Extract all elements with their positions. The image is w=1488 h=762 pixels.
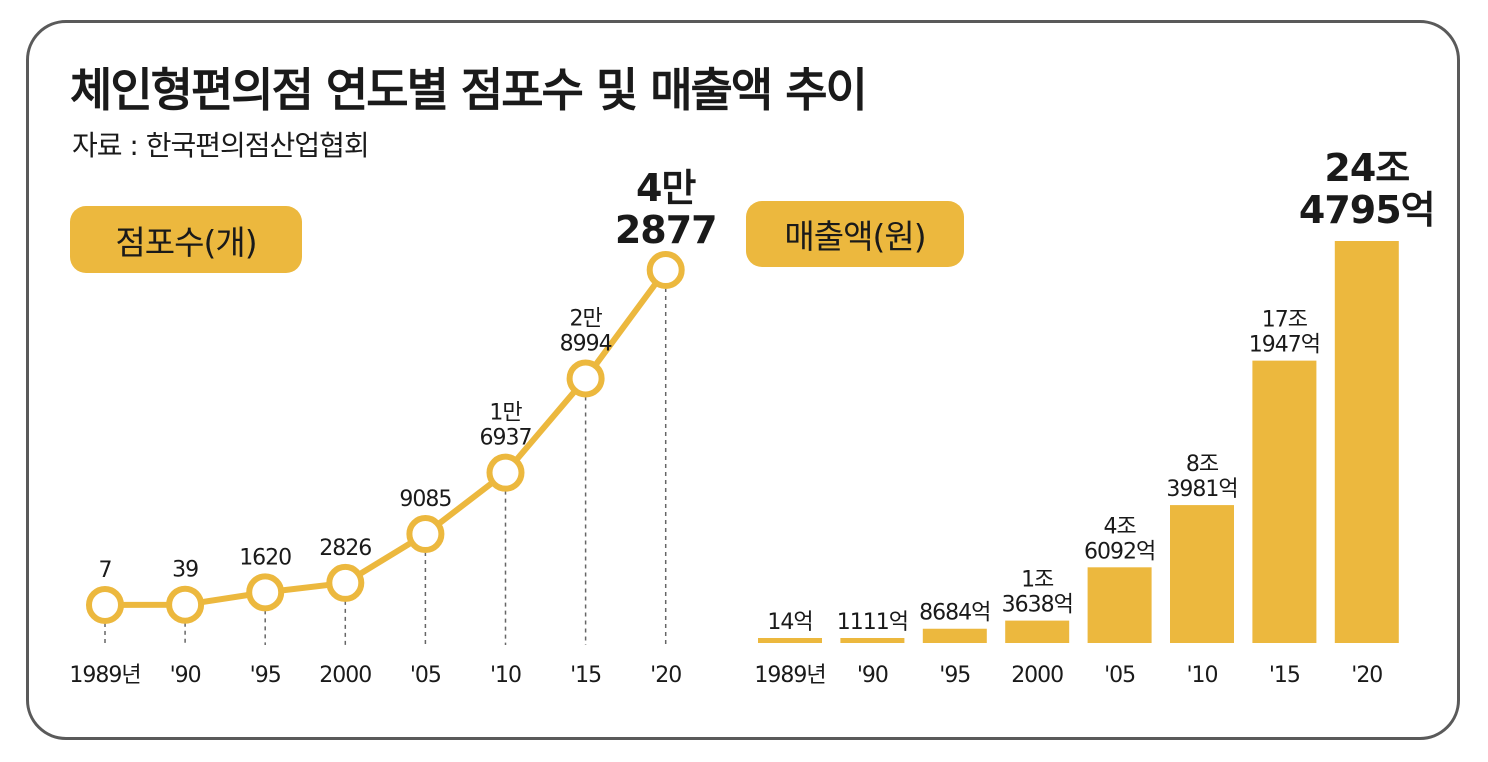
data-label: 2만	[569, 306, 602, 331]
data-label: 3638억	[1002, 593, 1073, 618]
data-point	[646, 251, 685, 289]
x-tick-label: '90	[857, 663, 888, 688]
sales-bar	[1334, 241, 1399, 643]
x-tick-label: 1989년	[754, 663, 825, 688]
data-label: 3981억	[1166, 477, 1237, 502]
data-label: 8조	[1186, 452, 1219, 477]
chart-frame	[26, 20, 1460, 740]
chart-title: 체인형편의점 연도별 점포수 및 매출액 추이	[70, 63, 868, 117]
store-count-badge: 점포수(개)	[70, 206, 302, 273]
data-point	[246, 573, 285, 612]
x-tick-label: '10	[1186, 663, 1217, 688]
data-point	[86, 585, 124, 624]
data-point	[566, 359, 605, 398]
sales-bar	[1252, 360, 1317, 643]
x-tick-label: '05	[1104, 663, 1135, 688]
sales-bar	[758, 638, 822, 643]
data-label: 6092억	[1084, 539, 1155, 564]
data-label: 8684억	[919, 601, 990, 626]
sales-bar	[840, 638, 905, 643]
data-point	[406, 515, 445, 554]
data-label: 1947억	[1249, 333, 1320, 358]
data-label: 2826	[319, 536, 371, 561]
sales-bar	[1170, 505, 1234, 643]
data-label: 17조	[1262, 308, 1308, 333]
data-label: 8994	[560, 331, 612, 356]
data-label: 24조	[1324, 146, 1409, 190]
x-tick-label: '20	[1351, 663, 1382, 688]
data-label: 2877	[615, 208, 717, 252]
x-tick-label: '15	[1269, 663, 1300, 688]
data-label: 1620	[239, 545, 291, 570]
data-label: 1조	[1021, 568, 1054, 593]
data-label: 7	[99, 558, 112, 583]
data-point	[166, 585, 205, 624]
data-label: 14억	[767, 610, 812, 635]
x-tick-label: '10	[490, 663, 521, 688]
x-tick-label: '95	[250, 663, 281, 688]
x-tick-label: '15	[570, 663, 601, 688]
data-label: 9085	[399, 487, 451, 512]
x-tick-label: 2000	[1011, 663, 1063, 688]
x-tick-label: '95	[939, 663, 970, 688]
data-label: 1111억	[837, 610, 908, 635]
data-label: 6937	[480, 426, 532, 451]
x-tick-label: '20	[650, 663, 681, 688]
data-point	[486, 453, 525, 492]
sales-bar	[1005, 620, 1070, 643]
x-tick-label: '90	[170, 663, 201, 688]
data-label: 1만	[489, 401, 522, 426]
x-tick-label: 2000	[319, 663, 371, 688]
x-tick-label: 1989년	[69, 663, 140, 688]
sales-bar	[922, 628, 987, 643]
chart-source: 자료 : 한국편의점산업협회	[72, 129, 370, 162]
data-point	[326, 563, 365, 602]
data-label: 39	[172, 558, 198, 583]
data-label: 4만	[636, 166, 696, 210]
data-label: 4조	[1103, 514, 1136, 539]
data-label: 4795억	[1299, 188, 1435, 232]
sales-badge: 매출액(원)	[746, 201, 964, 267]
x-tick-label: '05	[410, 663, 441, 688]
sales-bar	[1087, 567, 1152, 643]
